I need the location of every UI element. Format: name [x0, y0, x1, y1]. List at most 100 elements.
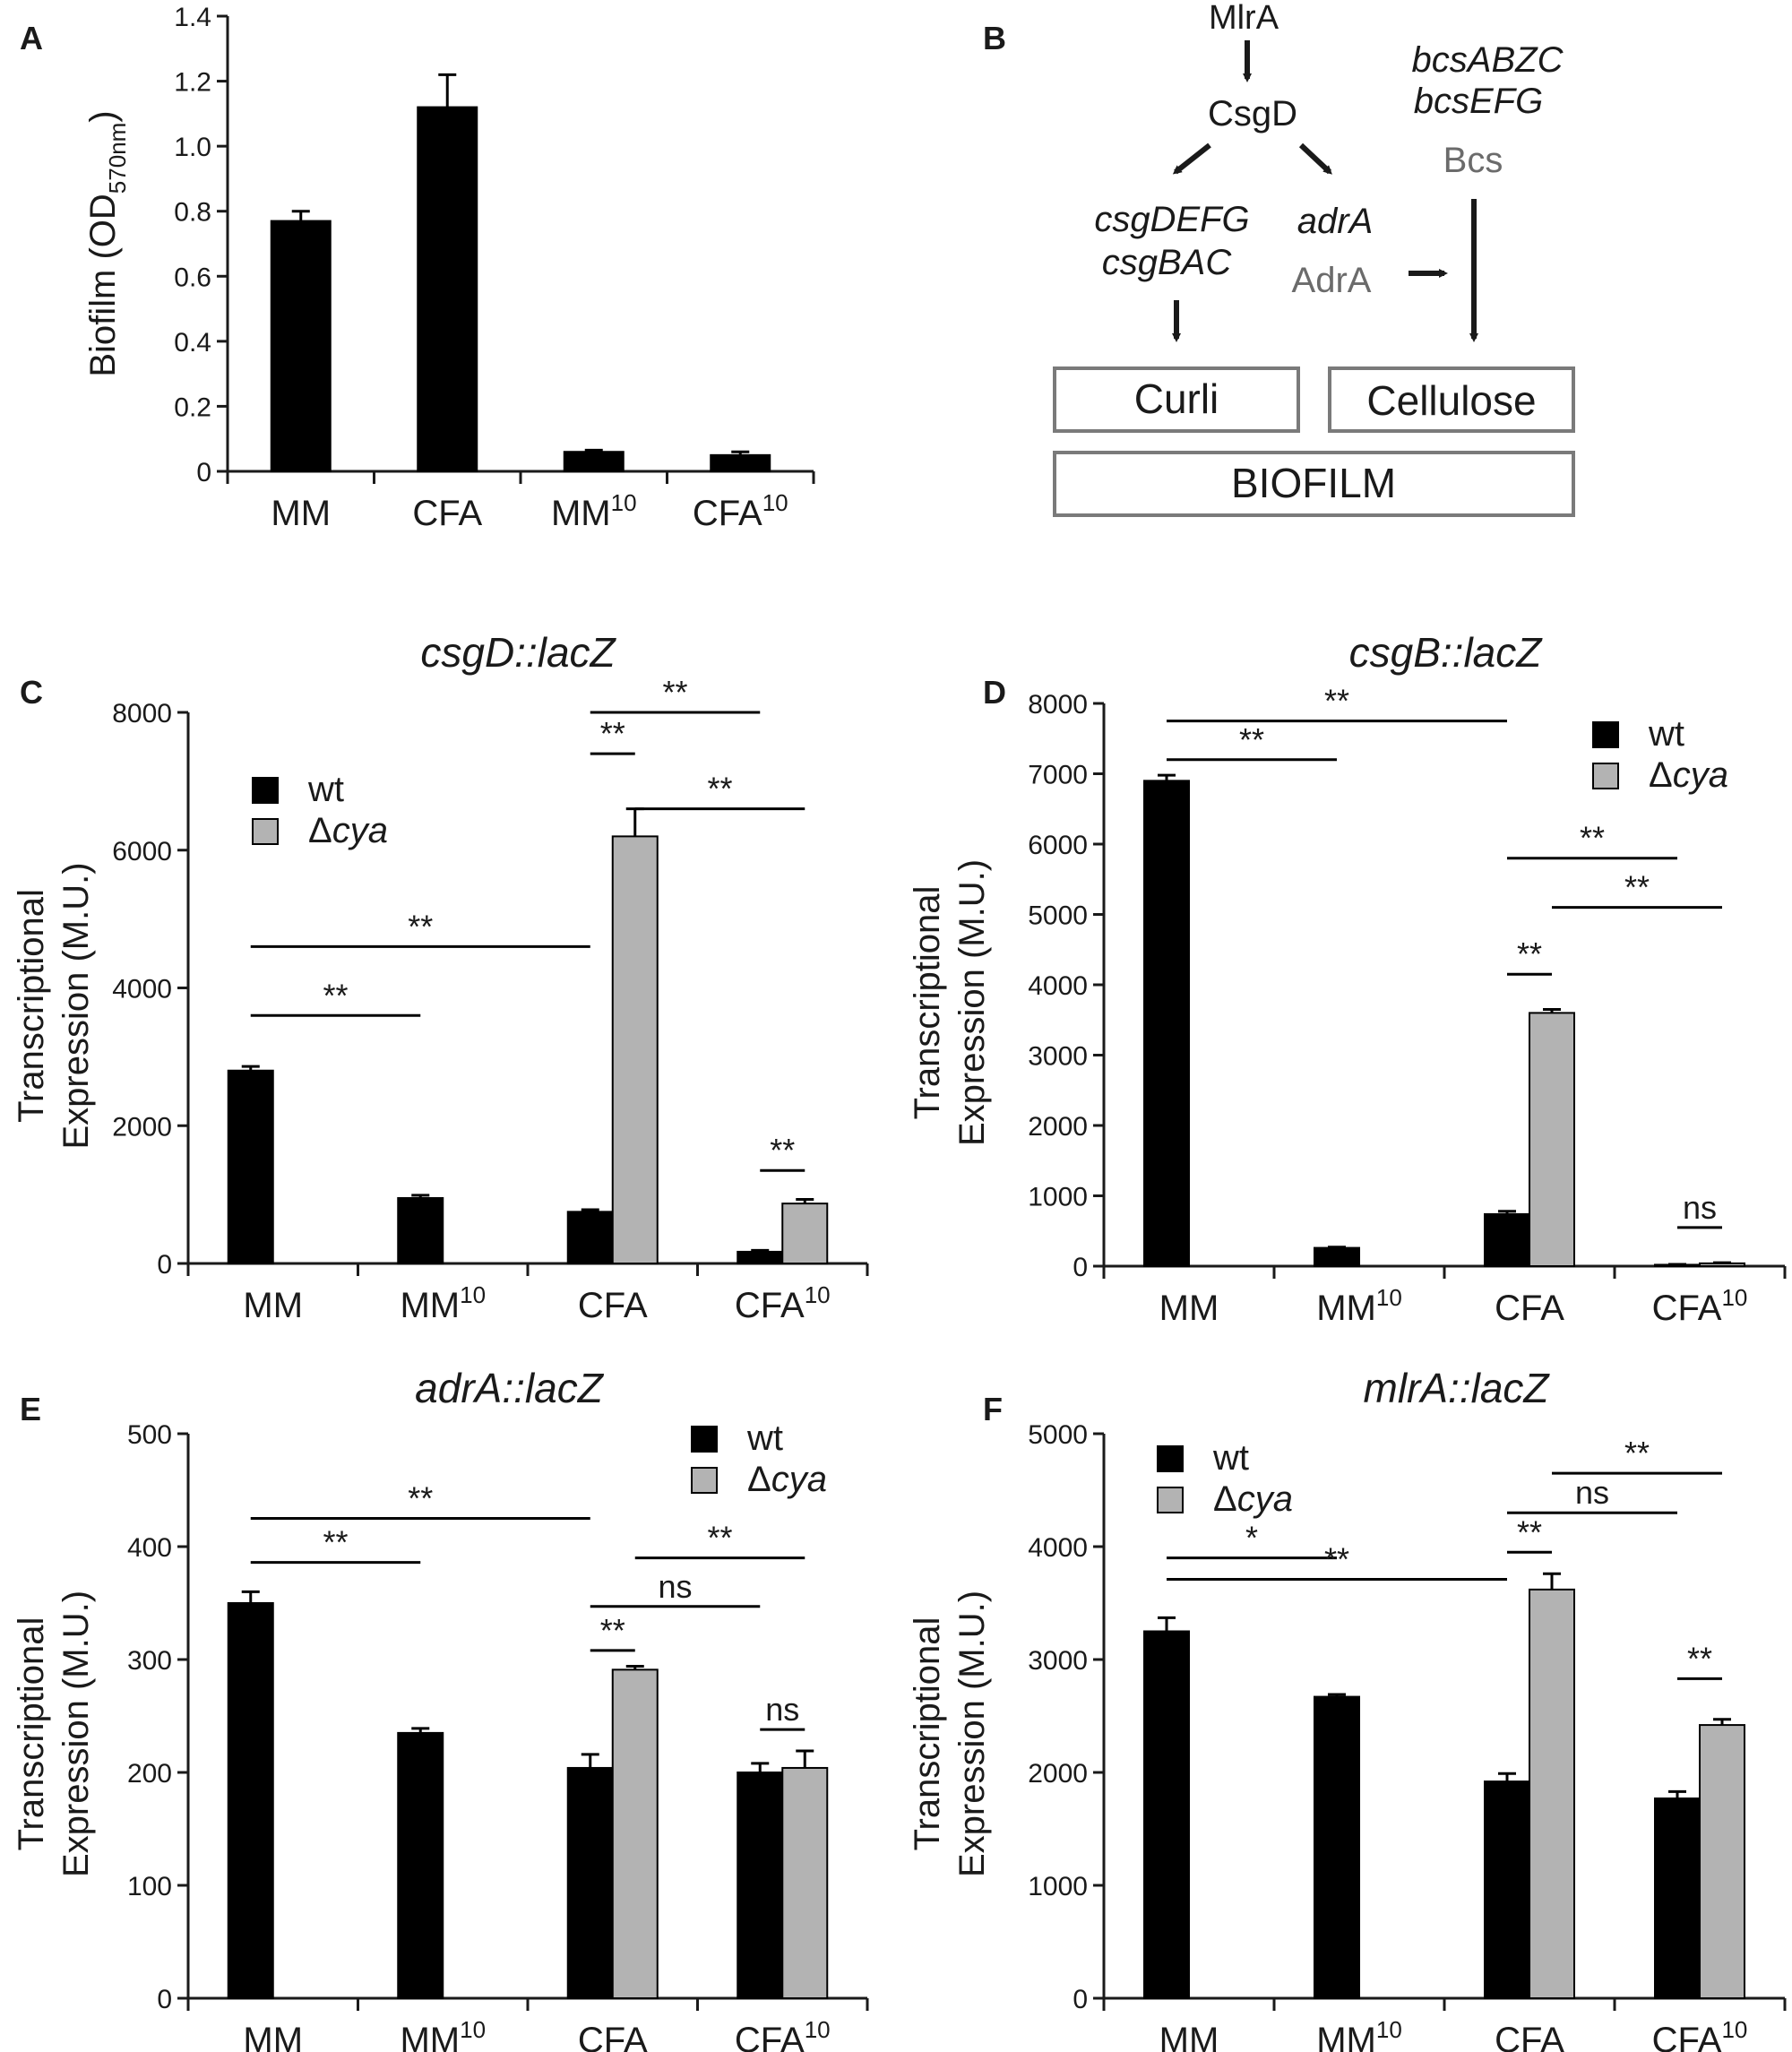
csgdefg-operon: csgDEFG [1094, 200, 1249, 239]
y-axis-label: Expression (M.U.) [56, 1591, 96, 1877]
csgd-label: CsgD [1208, 94, 1297, 134]
significance-label: ** [323, 1524, 348, 1561]
bar-wt [397, 1196, 444, 1264]
legend-label: Δcya [1213, 1479, 1293, 1519]
bar-wt [1484, 1780, 1530, 1999]
legend-swatch-cya [691, 1467, 718, 1494]
y-tick-label: 0.8 [174, 198, 211, 228]
y-tick-label: 5000 [1028, 901, 1088, 931]
y-tick-label: 0.6 [174, 263, 211, 292]
y-tick-label: 0.2 [174, 392, 211, 422]
y-axis-label: Transcriptional [908, 1617, 947, 1851]
y-tick-label: 200 [127, 1759, 172, 1789]
bar-wt [417, 106, 478, 472]
y-tick-label: 1.0 [174, 133, 211, 162]
y-tick-label: 8000 [112, 699, 172, 729]
y-tick-label: 0 [1073, 1985, 1088, 2014]
bar-wt [566, 1211, 614, 1264]
mlra-label: MlrA [1209, 0, 1279, 37]
category-label: CFA10 [1652, 1284, 1748, 1328]
chart-title: adrA::lacZ [415, 1365, 605, 1411]
significance-label: ** [1324, 1541, 1349, 1578]
category-label: CFA10 [1652, 2016, 1748, 2052]
legend-label: wt [1212, 1438, 1249, 1478]
category-label: MM10 [400, 1281, 486, 1325]
legend-label: Δcya [747, 1460, 827, 1499]
bar-wt [737, 1250, 784, 1265]
chart-title: csgB::lacZ [1349, 629, 1544, 676]
category-label: CFA10 [693, 489, 788, 533]
curli-label: Curli [1134, 375, 1219, 422]
y-tick-label: 1000 [1028, 1872, 1088, 1901]
legend-swatch-cya [252, 818, 279, 845]
bar-wt [737, 1772, 784, 1999]
significance-label: ** [1580, 820, 1605, 857]
bar-cya [781, 1203, 829, 1265]
significance-label: ** [1517, 1513, 1542, 1550]
bar-wt [563, 451, 625, 473]
y-tick-label: 2000 [1028, 1112, 1088, 1142]
bar-wt [1654, 1797, 1701, 1999]
chart-c-csgd: 0 2000 4000 6000 8000 MM MM10 CFA CFA10 Transcrip… [12, 629, 869, 1325]
significance-label: ** [1239, 721, 1264, 758]
category-label: MM10 [1316, 2016, 1402, 2052]
legend-label: wt [746, 1418, 783, 1458]
category-label: CFA [578, 1286, 648, 1325]
bar-cya [1699, 1724, 1745, 1999]
y-tick-label: 3000 [1028, 1042, 1088, 1072]
y-tick-label: 7000 [1028, 761, 1088, 790]
y-tick-label: 6000 [112, 837, 172, 866]
y-tick-label: 4000 [1028, 1533, 1088, 1563]
panel-label-c: C [20, 674, 43, 711]
significance-label: ns [1575, 1474, 1609, 1511]
panel-label-b: B [983, 20, 1006, 56]
y-tick-label: 100 [127, 1872, 172, 1901]
curli-box [1053, 366, 1300, 433]
significance-label: ** [662, 674, 687, 711]
category-label: CFA [1495, 1289, 1564, 1328]
chart-a-biofilm: 0 0.2 0.4 0.6 0.8 1.0 1.2 1.4 MM CFA MM10 CFA10 Biof… [83, 3, 815, 533]
significance-label: ** [1517, 935, 1542, 972]
y-tick-label: 500 [127, 1420, 172, 1450]
panel-label-f: F [983, 1391, 1003, 1427]
significance-label: ** [600, 1612, 625, 1649]
y-axis-label: Expression (M.U.) [952, 859, 992, 1146]
category-label: MM10 [1316, 1284, 1402, 1328]
chart-d-csgb: 0 1000 2000 3000 4000 5000 6000 7000 8000 MM MM10 C… [908, 629, 1787, 1328]
y-tick-label: 6000 [1028, 831, 1088, 860]
bar-wt [1484, 1212, 1530, 1268]
bar-wt [1314, 1695, 1360, 1999]
y-tick-label: 5000 [1028, 1420, 1088, 1450]
bar-wt [710, 453, 771, 473]
bcsabzc-operon: bcsABZC [1412, 40, 1564, 80]
category-label: MM [1159, 2021, 1219, 2052]
significance-label: ** [1624, 1435, 1650, 1471]
significance-label: ns [1683, 1189, 1717, 1226]
chart-title: csgD::lacZ [420, 629, 616, 676]
significance-label: ** [1324, 683, 1349, 720]
y-tick-label: 3000 [1028, 1646, 1088, 1676]
y-axis-label: Transcriptional [12, 1617, 51, 1851]
adra-protein: AdrA [1292, 261, 1372, 300]
category-label: CFA10 [735, 1281, 831, 1325]
significance-label: ** [1687, 1640, 1712, 1677]
significance-label: * [1245, 1520, 1258, 1556]
y-axis-label: Transcriptional [908, 886, 947, 1120]
significance-label: ** [408, 1480, 433, 1517]
arrow-csgd-csg [1172, 142, 1211, 175]
y-axis-label: Expression (M.U.) [56, 862, 96, 1149]
legend-swatch-wt [691, 1426, 718, 1453]
y-tick-label: 1.4 [174, 3, 211, 32]
category-label: MM [271, 494, 331, 533]
y-tick-label: 4000 [112, 975, 172, 1004]
y-axis-label: Transcriptional [12, 889, 51, 1123]
chart-title: mlrA::lacZ [1364, 1365, 1551, 1411]
bcsefg-operon: bcsEFG [1414, 82, 1543, 121]
category-label: CFA [1495, 2021, 1564, 2052]
category-label: MM [1159, 1289, 1219, 1328]
category-label: CFA [578, 2021, 648, 2052]
y-tick-label: 0 [157, 1250, 172, 1280]
biofilm-label: BIOFILM [1231, 460, 1396, 506]
y-tick-label: 0.4 [174, 328, 211, 358]
